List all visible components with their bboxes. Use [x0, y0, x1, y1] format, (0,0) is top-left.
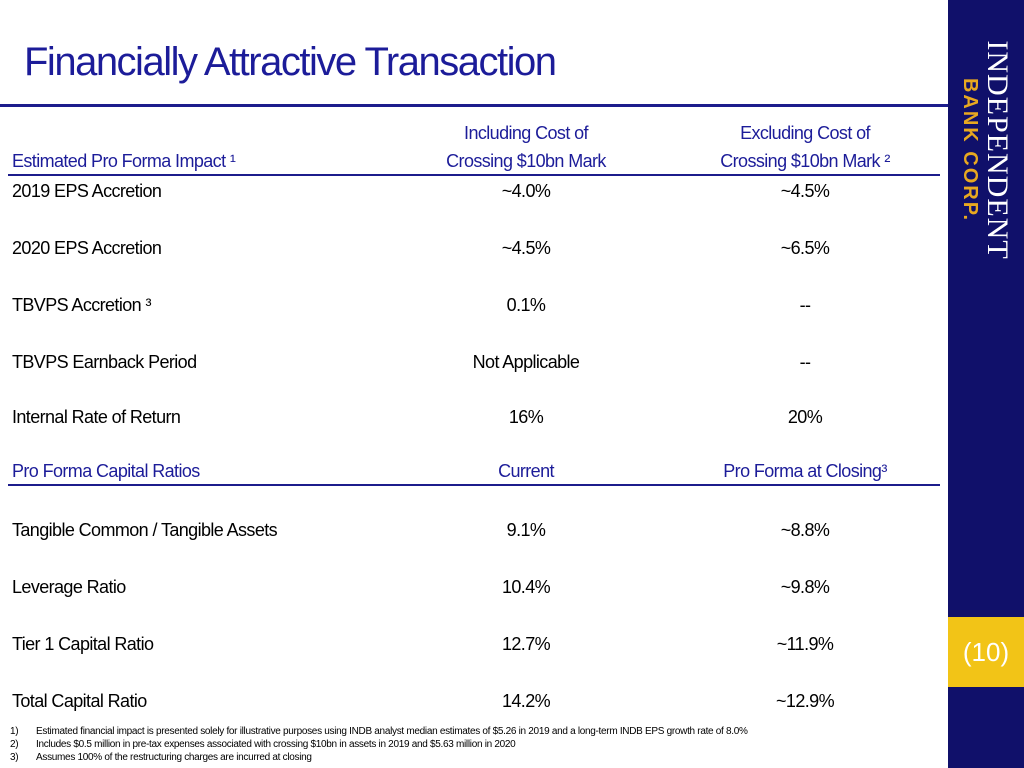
header-capital-ratios: Pro Forma Capital Ratios: [12, 461, 200, 481]
row-value-including: Not Applicable: [472, 352, 580, 372]
row-label: Tier 1 Capital Ratio: [12, 634, 154, 654]
footnote: 1) Estimated financial impact is presente…: [10, 726, 748, 737]
header-excluding-line2: Crossing $10bn Mark ²: [720, 151, 890, 171]
slide-title: Financially Attractive Transaction: [24, 40, 557, 84]
row-label: 2019 EPS Accretion: [12, 181, 162, 201]
table2-header-rule: [8, 484, 940, 486]
header-current: Current: [498, 461, 554, 481]
footnote-number: 2): [10, 739, 19, 750]
row-label: TBVPS Earnback Period: [12, 352, 197, 372]
title-divider: [0, 104, 948, 107]
logo-line-2: BANK CORP.: [959, 77, 981, 223]
row-value-excluding: ~4.5%: [780, 181, 830, 201]
row-label: Internal Rate of Return: [12, 407, 181, 427]
row-value-excluding: 20%: [787, 407, 823, 427]
footnote: 3) Assumes 100% of the restructuring char…: [10, 752, 312, 763]
header-including-line2: Crossing $10bn Mark: [446, 151, 606, 171]
row-value-current: 10.4%: [501, 577, 551, 597]
row-value-including: 16%: [508, 407, 544, 427]
row-value-including: ~4.5%: [501, 238, 551, 258]
row-value-current: 9.1%: [506, 520, 546, 540]
row-label: TBVPS Accretion ³: [12, 295, 151, 315]
row-value-pro-forma: ~12.9%: [776, 691, 835, 711]
row-value-pro-forma: ~9.8%: [780, 577, 830, 597]
row-value-excluding: --: [799, 295, 811, 315]
table1-header-rule: [8, 174, 940, 176]
footnote-text: Includes $0.5 million in pre-tax expense…: [36, 739, 516, 750]
row-value-pro-forma: ~11.9%: [776, 634, 834, 654]
footnote-number: 1): [10, 726, 19, 737]
header-pro-forma-closing: Pro Forma at Closing³: [723, 461, 887, 481]
row-label: Total Capital Ratio: [12, 691, 147, 711]
row-label: Tangible Common / Tangible Assets: [12, 520, 278, 540]
footnote-text: Estimated financial impact is presented …: [36, 726, 748, 737]
footnote-number: 3): [10, 752, 19, 763]
row-value-including: ~4.0%: [501, 181, 551, 201]
row-value-excluding: ~6.5%: [780, 238, 830, 258]
footnote-text: Assumes 100% of the restructuring charge…: [36, 752, 312, 763]
row-value-current: 12.7%: [501, 634, 551, 654]
header-excluding-line1: Excluding Cost of: [740, 123, 870, 143]
row-value-pro-forma: ~8.8%: [780, 520, 830, 540]
row-value-current: 14.2%: [501, 691, 551, 711]
header-pro-forma-impact: Estimated Pro Forma Impact ¹: [12, 151, 236, 171]
company-logo: INDEPENDENT BANK CORP.: [959, 40, 1014, 260]
row-value-including: 0.1%: [506, 295, 546, 315]
row-label: Leverage Ratio: [12, 577, 126, 597]
logo-line-1: INDEPENDENT: [981, 40, 1014, 260]
page-number-badge: (10): [948, 617, 1024, 687]
row-value-excluding: --: [799, 352, 811, 372]
header-including-line1: Including Cost of: [464, 123, 588, 143]
footnote: 2) Includes $0.5 million in pre-tax expen…: [10, 739, 516, 750]
row-label: 2020 EPS Accretion: [12, 238, 162, 258]
